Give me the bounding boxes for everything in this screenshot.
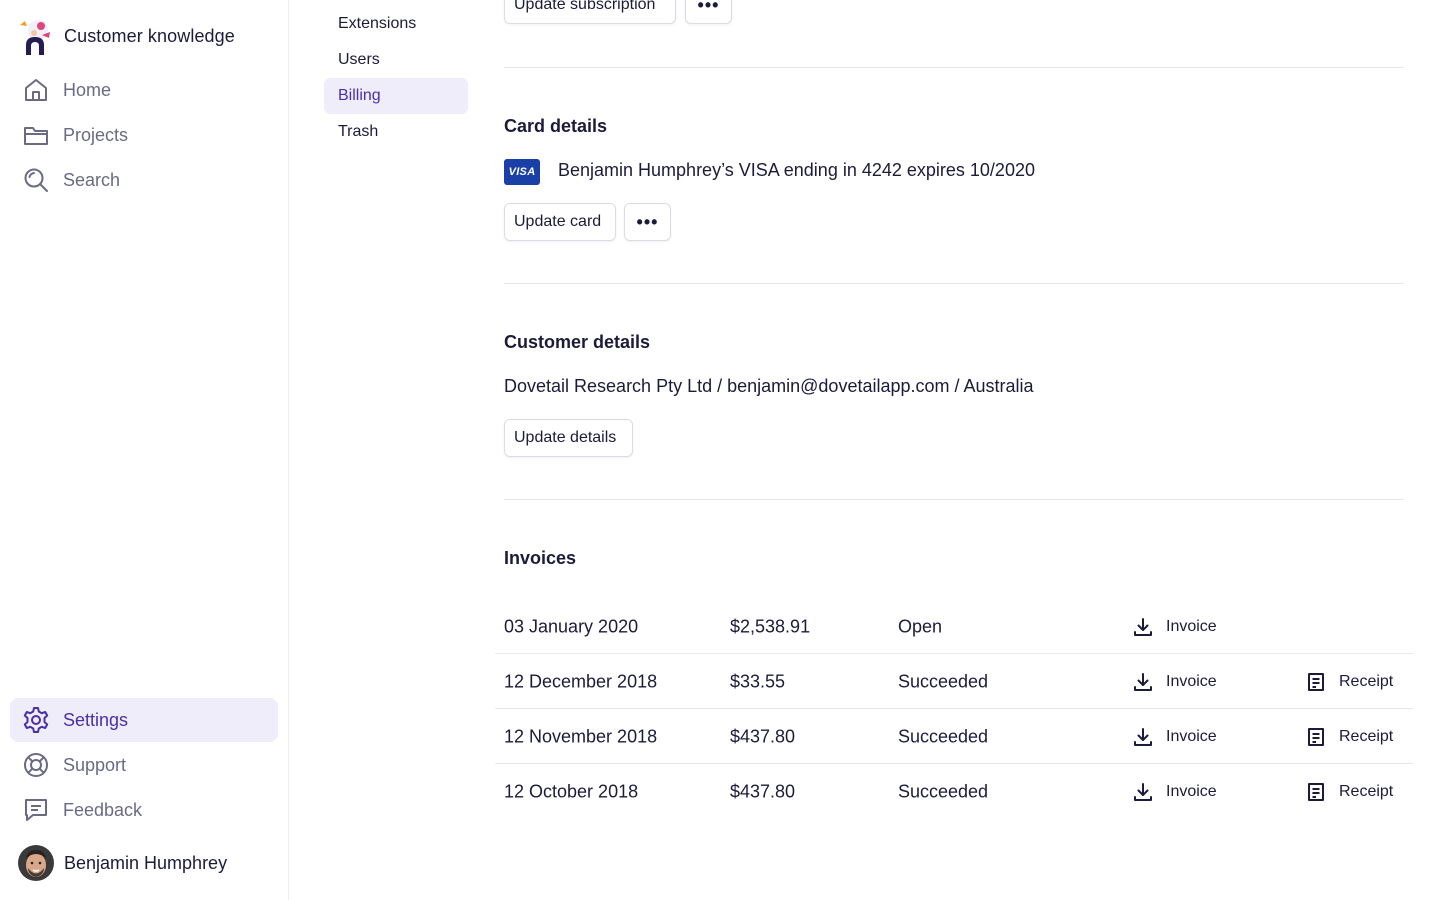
nav-item-label: Support	[63, 754, 127, 775]
update-card-button[interactable]: Update card	[504, 203, 616, 241]
divider	[504, 499, 1404, 500]
receipt-link-label: Receipt	[1339, 727, 1394, 745]
nav-item-search[interactable]: Search	[10, 158, 278, 202]
user-menu[interactable]: Benjamin Humphrey	[18, 845, 227, 881]
receipt-icon	[1305, 671, 1327, 693]
invoice-link-label: Invoice	[1166, 782, 1217, 800]
nav-item-home[interactable]: Home	[10, 68, 278, 112]
row-divider	[495, 763, 1413, 764]
card-details-title: Card details	[504, 116, 608, 136]
home-icon	[22, 76, 50, 104]
invoice-status: Open	[898, 616, 943, 637]
nav-item-projects[interactable]: Projects	[10, 113, 278, 157]
invoice-link-label: Invoice	[1166, 618, 1217, 635]
divider	[504, 283, 1404, 284]
table-row: 12 December 2018 $33.55 Succeeded Invoice Re…	[495, 654, 1413, 709]
nav-item-label: Projects	[63, 124, 129, 145]
row-divider	[495, 653, 1413, 654]
download-icon	[1132, 781, 1154, 803]
nav-item-feedback[interactable]: Feedback	[10, 788, 278, 832]
update-subscription-button[interactable]: Update subscription	[504, 0, 676, 24]
nav-item-label: Search	[63, 169, 121, 190]
download-invoice-link[interactable]: Invoice	[1132, 726, 1217, 748]
subnav-item-trash[interactable]: Trash	[338, 123, 379, 140]
invoices-table: 03 January 2020 $2,538.91 Open Invoice 12 De…	[495, 600, 1413, 819]
invoice-amount: $437.80	[730, 781, 796, 801]
search-icon	[22, 166, 50, 194]
workspace-switcher[interactable]: Customer knowledge	[16, 16, 235, 56]
invoice-date: 03 January 2020	[504, 616, 639, 637]
invoice-link-label: Invoice	[1166, 727, 1217, 745]
view-receipt-link[interactable]: Receipt	[1305, 781, 1393, 803]
nav-item-settings[interactable]: Settings	[10, 698, 278, 742]
settings-subnav: Extensions Users Billing Trash	[324, 6, 468, 150]
subnav-item-extensions[interactable]: Extensions	[338, 15, 417, 32]
visa-card-icon: VISA	[504, 159, 540, 185]
invoice-date: 12 December 2018	[504, 671, 658, 691]
nav-item-label: Settings	[63, 709, 129, 730]
download-icon	[1132, 726, 1154, 748]
customer-details-title: Customer details	[504, 332, 651, 352]
invoice-status: Succeeded	[898, 781, 989, 801]
lifebuoy-icon	[22, 751, 50, 779]
table-row: 12 November 2018 $437.80 Succeeded Invoice R…	[495, 709, 1413, 764]
workspace-logo-icon	[16, 17, 54, 55]
row-divider	[495, 708, 1413, 709]
card-description: Benjamin Humphrey’s VISA ending in 4242 …	[558, 160, 1035, 180]
subscription-more-button[interactable]: •••	[685, 0, 732, 24]
sidebar: Customer knowledge Home Projects Search …	[0, 0, 289, 900]
card-more-button[interactable]: •••	[624, 203, 671, 241]
table-row: 03 January 2020 $2,538.91 Open Invoice	[495, 600, 1413, 654]
invoice-link-label: Invoice	[1166, 672, 1217, 690]
table-row: 12 October 2018 $437.80 Succeeded Invoice Re…	[495, 764, 1413, 819]
invoice-amount: $33.55	[730, 671, 786, 691]
subnav-item-billing[interactable]: Billing	[324, 78, 468, 114]
nav-item-label: Home	[63, 79, 112, 100]
download-invoice-link[interactable]: Invoice	[1132, 671, 1217, 693]
download-icon	[1132, 671, 1154, 693]
divider	[504, 67, 1404, 68]
nav-item-support[interactable]: Support	[10, 743, 278, 787]
invoice-amount: $437.80	[730, 726, 796, 746]
invoice-amount: $2,538.91	[730, 616, 811, 637]
customer-description: Dovetail Research Pty Ltd / benjamin@dov…	[504, 376, 1034, 396]
download-invoice-link[interactable]: Invoice	[1132, 781, 1217, 803]
receipt-icon	[1305, 781, 1327, 803]
invoice-date: 12 November 2018	[504, 726, 658, 746]
avatar	[18, 845, 54, 881]
nav-item-label: Feedback	[63, 799, 143, 820]
subnav-item-users[interactable]: Users	[338, 51, 380, 68]
receipt-link-label: Receipt	[1339, 782, 1394, 800]
gear-icon	[22, 706, 50, 734]
download-invoice-link[interactable]: Invoice	[1132, 616, 1217, 638]
workspace-name: Customer knowledge	[64, 25, 235, 46]
invoice-status: Succeeded	[898, 671, 989, 691]
invoices-title: Invoices	[504, 548, 577, 568]
user-name: Benjamin Humphrey	[64, 852, 228, 873]
invoice-status: Succeeded	[898, 726, 989, 746]
receipt-link-label: Receipt	[1339, 672, 1394, 690]
view-receipt-link[interactable]: Receipt	[1305, 726, 1393, 748]
chat-icon	[22, 796, 50, 824]
invoice-date: 12 October 2018	[504, 781, 639, 801]
update-details-button[interactable]: Update details	[504, 419, 633, 457]
folder-icon	[22, 121, 50, 149]
download-icon	[1132, 616, 1154, 638]
view-receipt-link[interactable]: Receipt	[1305, 671, 1393, 693]
receipt-icon	[1305, 726, 1327, 748]
